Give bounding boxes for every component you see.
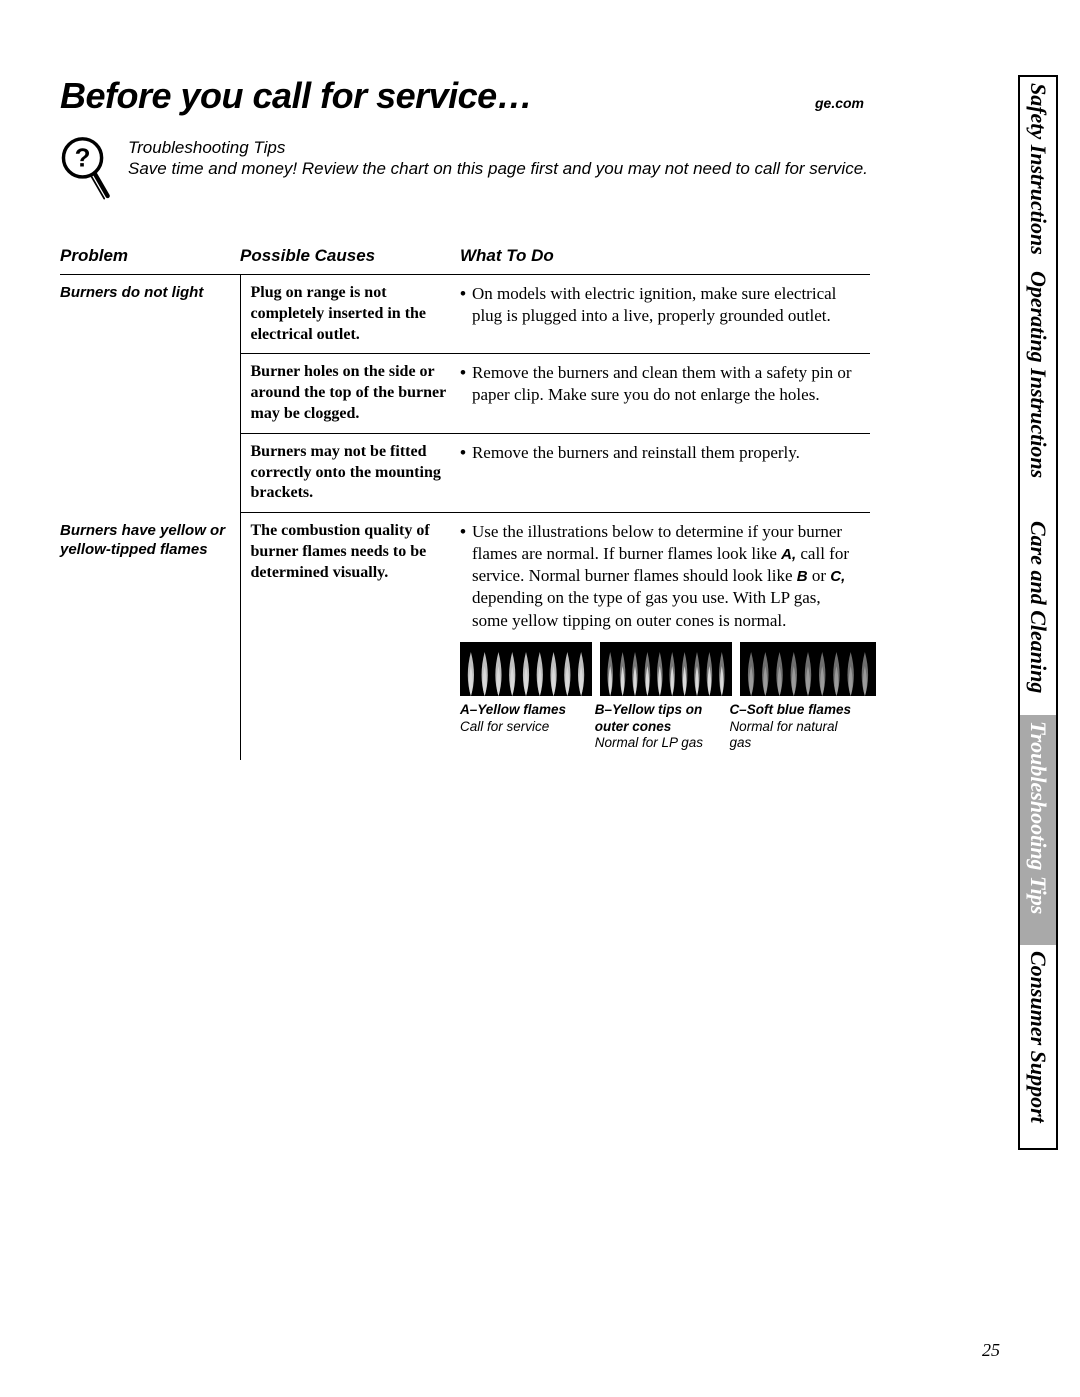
col-causes: Possible Causes [240,240,460,275]
col-problem: Problem [60,240,240,275]
cause-cell: Burner holes on the side or around the t… [240,354,460,433]
what-cell: On models with electric ignition, make s… [460,275,870,354]
tab-operating[interactable]: Operating Instructions [1018,265,1058,515]
tab-safety[interactable]: Safety Instructions [1018,75,1058,265]
flame-box-c [740,642,876,696]
page-number: 25 [982,1340,1000,1361]
intro-title: Troubleshooting Tips [128,137,868,158]
col-what: What To Do [460,240,870,275]
intro: ? Troubleshooting Tips Save time and mon… [60,135,870,210]
page-content: Before you call for service… ge.com ? Tr… [60,75,870,760]
problem-cell: Burners have yellow or yellow-tipped fla… [60,513,240,761]
table-row: Burners do not light Plug on range is no… [60,275,870,354]
cause-cell: Plug on range is not completely inserted… [240,275,460,354]
side-tabs: Safety Instructions Operating Instructio… [1018,75,1058,1265]
flame-box-a [460,642,592,696]
page-title: Before you call for service… [60,75,532,117]
what-text: Remove the burners and reinstall them pr… [472,442,800,464]
what-text: Use the illustrations below to determine… [472,521,860,631]
site-label: ge.com [815,95,870,111]
flame-svg [604,646,728,696]
header: Before you call for service… ge.com [60,75,870,117]
what-text: On models with electric ignition, make s… [472,283,860,327]
intro-text: Troubleshooting Tips Save time and money… [128,135,868,180]
svg-text:?: ? [75,143,91,173]
cause-cell: The combustion quality of burner flames … [240,513,460,761]
flame-caption-a: A–Yellow flames Call for service [460,702,587,753]
problem-cell: Burners do not light [60,275,240,513]
flame-figure: A–Yellow flames Call for service B–Yello… [460,642,860,753]
flame-caption-c: C–Soft blue flames Normal for natural ga… [729,702,860,753]
flame-svg [744,646,872,696]
what-cell: Remove the burners and clean them with a… [460,354,870,433]
troubleshooting-table: Problem Possible Causes What To Do Burne… [60,240,870,760]
tab-consumer[interactable]: Consumer Support [1018,945,1058,1150]
table-row: Burners have yellow or yellow-tipped fla… [60,513,870,761]
what-cell: Remove the burners and reinstall them pr… [460,433,870,512]
what-cell: Use the illustrations below to determine… [460,513,870,761]
tab-care[interactable]: Care and Cleaning [1018,515,1058,715]
intro-body: Save time and money! Review the chart on… [128,158,868,179]
flame-caption-b: B–Yellow tips on outer cones Normal for … [595,702,722,753]
tab-troubleshooting[interactable]: Troubleshooting Tips [1018,715,1058,945]
flame-svg [464,646,588,696]
cause-cell: Burners may not be fitted correctly onto… [240,433,460,512]
flame-box-b [600,642,732,696]
what-text: Remove the burners and clean them with a… [472,362,860,406]
question-magnifier-icon: ? [60,135,112,210]
